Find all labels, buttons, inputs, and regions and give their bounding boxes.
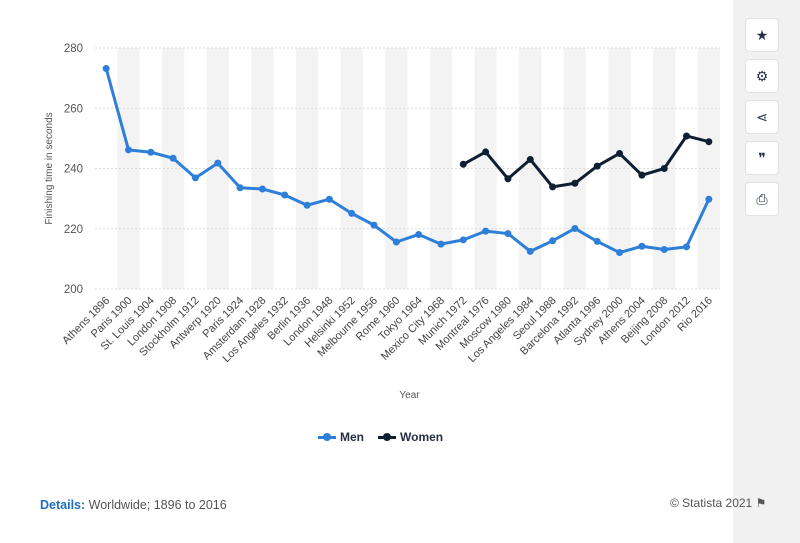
- data-point-men: [482, 227, 490, 235]
- y-axis-label: Finishing time in seconds: [44, 112, 55, 224]
- share-icon: ⋖: [756, 108, 768, 125]
- category-band: [251, 48, 274, 289]
- data-point-men: [236, 184, 244, 192]
- details-label: Details:: [40, 498, 86, 512]
- y-tick-label: 260: [64, 103, 83, 115]
- data-point-men: [325, 195, 333, 203]
- print-button[interactable]: ⎙: [745, 182, 779, 216]
- legend-item-men[interactable]: Men: [318, 430, 364, 444]
- legend: Men Women: [318, 430, 443, 444]
- category-band: [474, 48, 497, 289]
- data-point-women: [683, 132, 691, 140]
- legend-dot-men: [323, 432, 331, 441]
- data-point-men: [191, 174, 199, 182]
- data-point-women: [571, 179, 579, 187]
- data-point-men: [102, 64, 110, 72]
- data-point-men: [459, 236, 467, 244]
- data-point-women: [504, 175, 512, 183]
- favorite-button[interactable]: ★: [745, 18, 779, 52]
- data-point-men: [504, 230, 512, 238]
- data-point-men: [258, 185, 266, 193]
- chart-card: 200 220 240 260 280 Finishing time in seconds…: [0, 0, 766, 543]
- legend-dot-women: [383, 432, 391, 441]
- settings-button[interactable]: ⚙: [745, 59, 779, 93]
- data-point-men: [549, 237, 557, 245]
- data-point-women: [459, 160, 467, 168]
- legend-label-men: Men: [340, 430, 364, 444]
- data-point-men: [124, 146, 132, 154]
- data-point-men: [348, 209, 356, 217]
- series-line-women: [462, 134, 710, 189]
- data-point-men: [660, 246, 668, 254]
- details-note: Details: Worldwide; 1896 to 2016: [40, 498, 227, 512]
- data-point-women: [705, 138, 713, 146]
- data-point-women: [526, 155, 534, 163]
- data-point-women: [482, 148, 490, 156]
- data-point-men: [281, 191, 289, 199]
- share-button[interactable]: ⋖: [745, 100, 779, 134]
- legend-item-women[interactable]: Women: [378, 430, 443, 444]
- data-point-men: [683, 243, 691, 251]
- details-text: Worldwide; 1896 to 2016: [88, 498, 227, 512]
- print-icon: ⎙: [756, 190, 768, 207]
- toolbar: ★ ⚙ ⋖ ❞ ⎙: [745, 18, 781, 223]
- data-point-women: [593, 162, 601, 170]
- data-point-men: [705, 195, 713, 203]
- y-tick-label: 220: [64, 224, 83, 236]
- data-point-men: [415, 230, 423, 238]
- line-chart: 200 220 240 260 280 Finishing time in seconds…: [44, 43, 720, 401]
- legend-swatch-men: [318, 432, 336, 441]
- data-point-men: [214, 159, 222, 167]
- quote-icon: ❞: [758, 149, 766, 166]
- data-point-men: [638, 242, 646, 250]
- data-point-men: [392, 238, 400, 246]
- data-point-men: [571, 224, 579, 232]
- x-axis-label: Year: [399, 390, 420, 401]
- legend-label-women: Women: [400, 430, 444, 444]
- data-point-men: [593, 237, 601, 245]
- data-point-women: [638, 171, 646, 179]
- y-tick-label: 240: [64, 164, 83, 176]
- legend-swatch-women: [378, 432, 396, 441]
- data-point-men: [303, 201, 311, 209]
- statista-credit[interactable]: © Statista 2021 ⚑: [670, 496, 766, 510]
- y-tick-label: 280: [64, 43, 83, 55]
- data-point-men: [526, 247, 534, 255]
- flag-icon: ⚑: [755, 496, 767, 510]
- data-point-men: [169, 154, 177, 162]
- star-icon: ★: [755, 26, 769, 43]
- data-point-women: [549, 183, 557, 191]
- y-tick-label: 200: [64, 284, 83, 296]
- data-point-women: [616, 149, 624, 157]
- series-line-men: [104, 68, 711, 255]
- data-point-men: [437, 240, 445, 248]
- data-point-men: [370, 221, 378, 229]
- data-point-women: [660, 165, 668, 172]
- cite-button[interactable]: ❞: [745, 141, 779, 175]
- gear-icon: ⚙: [755, 67, 769, 84]
- data-point-men: [147, 148, 155, 156]
- data-point-men: [616, 249, 624, 257]
- credit-text: © Statista 2021: [670, 496, 753, 510]
